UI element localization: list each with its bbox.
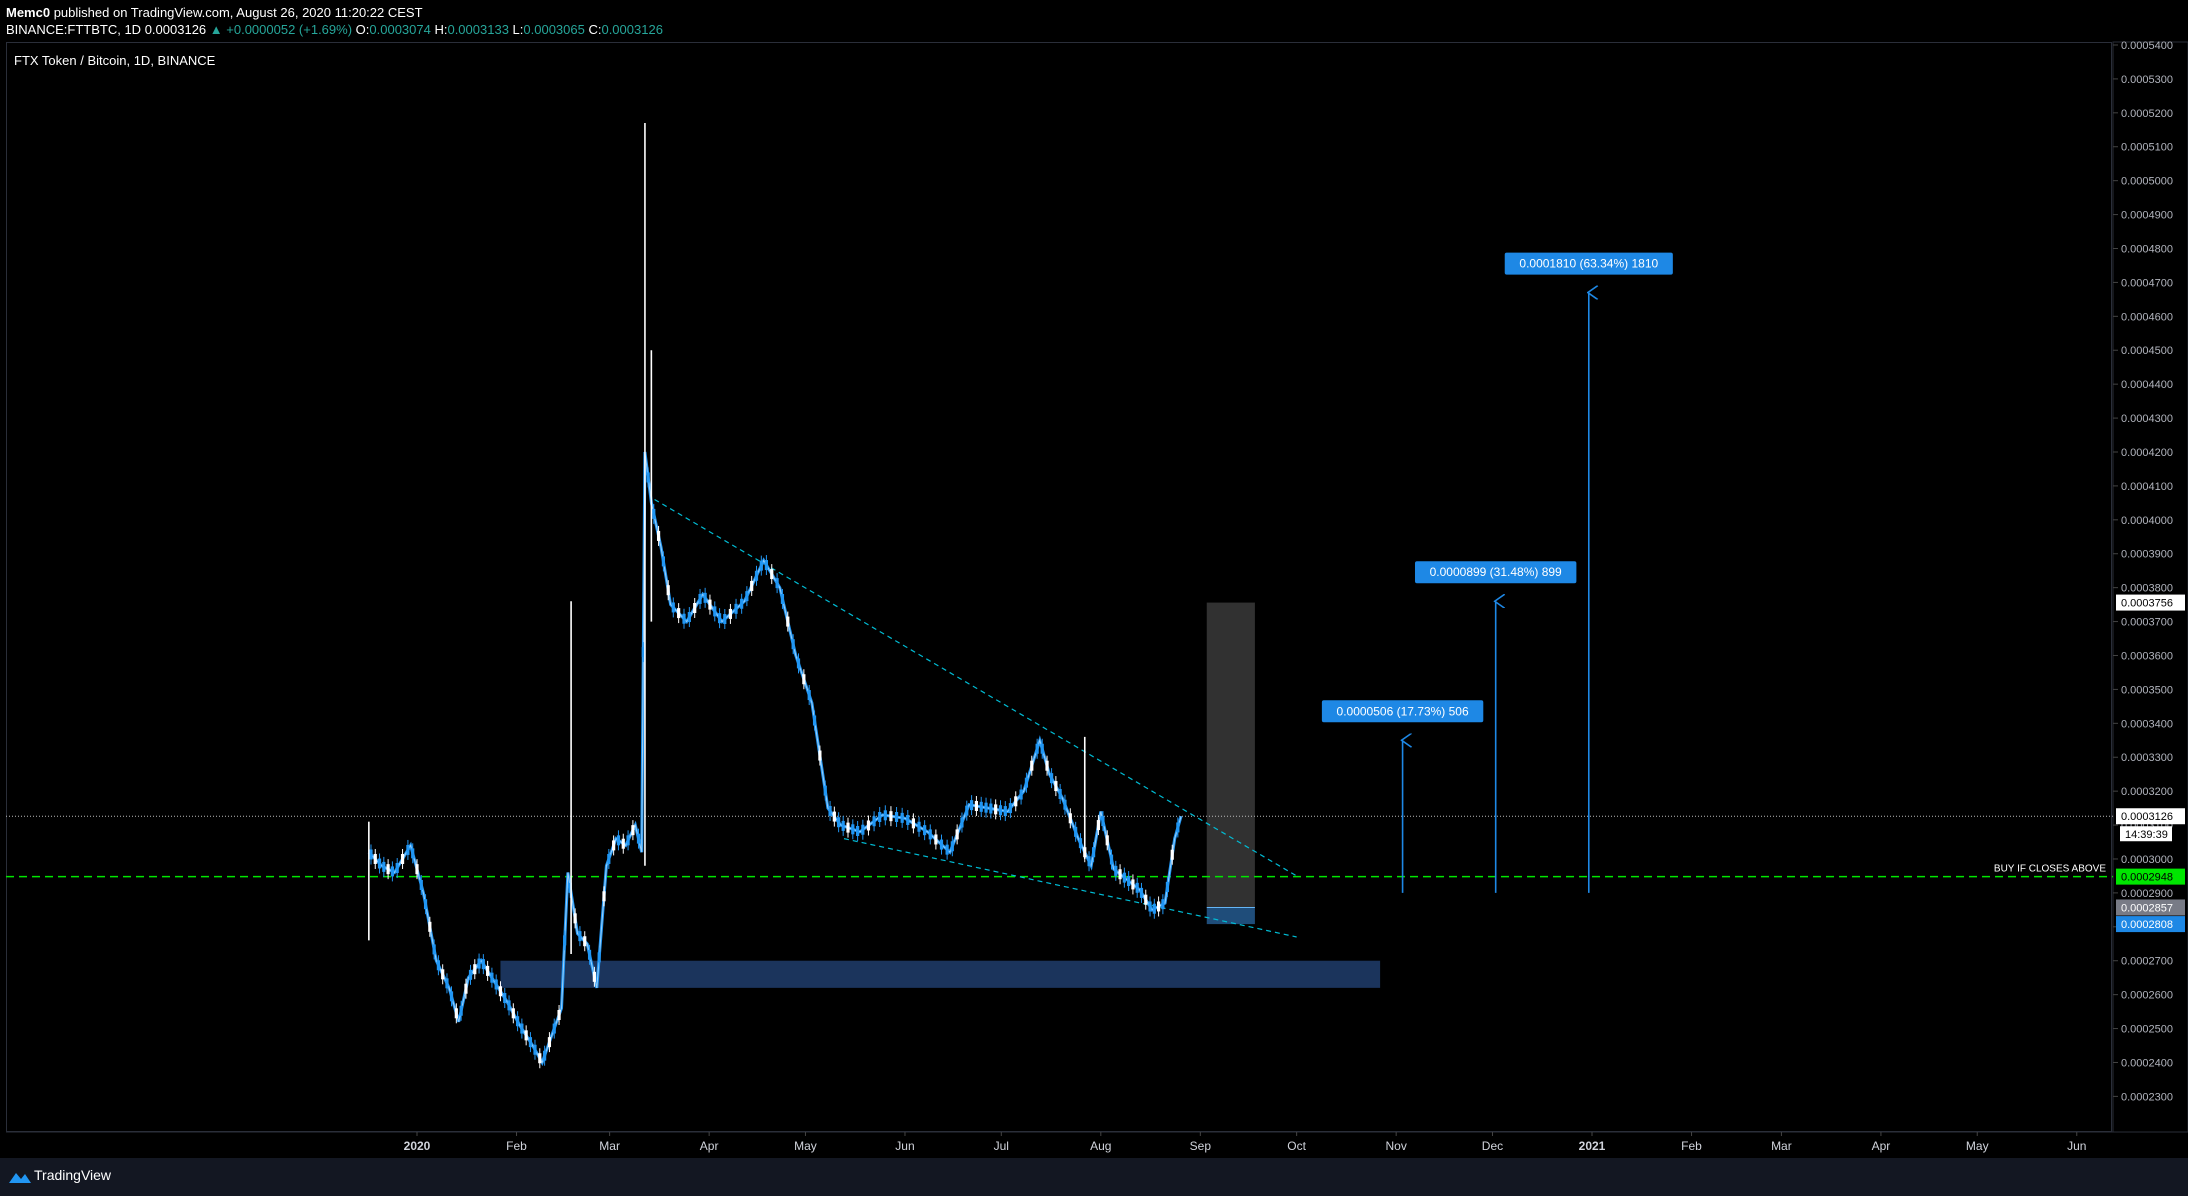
symbol-interval: BINANCE:FTTBTC, 1D bbox=[6, 22, 142, 37]
y-tick-label: 0.0003000 bbox=[2121, 854, 2173, 866]
countdown-label: 14:39:39 bbox=[2125, 829, 2168, 841]
price-axis-tag bbox=[2116, 808, 2185, 825]
x-tick-label: 2020 bbox=[404, 1139, 431, 1153]
last-price: 0.0003126 bbox=[144, 22, 207, 37]
x-tick-label: Oct bbox=[1287, 1139, 1306, 1153]
y-tick-label: 0.0004000 bbox=[2121, 515, 2173, 527]
price-axis-tag-label: 0.0003756 bbox=[2121, 598, 2173, 610]
price-axis-tag-label: 0.0002857 bbox=[2121, 902, 2173, 914]
high-label: H: bbox=[434, 22, 448, 37]
position-target-zone bbox=[1206, 602, 1255, 908]
x-tick-label: Jul bbox=[994, 1139, 1009, 1153]
publish-header bbox=[0, 0, 2188, 40]
x-tick-label: Nov bbox=[1385, 1139, 1406, 1153]
close-value: 0.0003126 bbox=[601, 22, 663, 37]
y-tick-label: 0.0002900 bbox=[2121, 888, 2173, 900]
close-label: C: bbox=[588, 22, 602, 37]
x-tick-label: Mar bbox=[599, 1139, 620, 1153]
demand-zone bbox=[500, 960, 1381, 988]
price-axis-tag bbox=[2116, 899, 2185, 916]
price-axis-tag-label: 0.0002808 bbox=[2121, 919, 2173, 931]
target-label: 0.0001810 (63.34%) 1810 bbox=[1519, 257, 1658, 271]
y-tick-label: 0.0004900 bbox=[2121, 210, 2173, 222]
publish-line: Memc0 published on TradingView.com, Augu… bbox=[6, 5, 423, 20]
y-tick-label: 0.0005300 bbox=[2121, 74, 2173, 86]
x-tick-label: Apr bbox=[1872, 1139, 1891, 1153]
y-tick-label: 0.0005100 bbox=[2121, 142, 2173, 154]
low-label: L: bbox=[512, 22, 524, 37]
x-tick-label: Feb bbox=[1681, 1139, 1702, 1153]
y-tick-label: 0.0004200 bbox=[2121, 447, 2173, 459]
y-tick-label: 0.0002700 bbox=[2121, 956, 2173, 968]
y-tick-label: 0.0004400 bbox=[2121, 379, 2173, 391]
footer-brand[interactable]: TradingView bbox=[34, 1167, 112, 1183]
x-tick-label: Sep bbox=[1190, 1139, 1212, 1153]
x-tick-label: Jun bbox=[2067, 1139, 2086, 1153]
x-tick-label: Apr bbox=[700, 1139, 719, 1153]
tradingview-logo-icon[interactable] bbox=[8, 1169, 32, 1185]
x-tick-label: May bbox=[1966, 1139, 1989, 1153]
target-label-box bbox=[1321, 700, 1484, 723]
x-tick-label: 2021 bbox=[1579, 1139, 1606, 1153]
y-tick-label: 0.0002300 bbox=[2121, 1091, 2173, 1103]
target-label-box bbox=[1414, 561, 1577, 584]
y-tick-label: 0.0004300 bbox=[2121, 413, 2173, 425]
x-tick-label: Feb bbox=[506, 1139, 527, 1153]
y-tick-label: 0.0004100 bbox=[2121, 481, 2173, 493]
author-name[interactable]: Memc0 bbox=[6, 5, 51, 20]
price-change: ▲ +0.0000052 (+1.69%) bbox=[209, 22, 353, 37]
y-tick-label: 0.0004500 bbox=[2121, 345, 2173, 357]
y-tick-label: 0.0002600 bbox=[2121, 990, 2173, 1002]
y-tick-label: 0.0005000 bbox=[2121, 176, 2173, 188]
price-axis-tag-label: 0.0003126 bbox=[2121, 811, 2173, 823]
open-value: 0.0003074 bbox=[369, 22, 431, 37]
x-tick-label: Jun bbox=[895, 1139, 914, 1153]
price-axis-tag-label: 0.0002948 bbox=[2121, 872, 2173, 884]
footer-bar bbox=[0, 1158, 2188, 1196]
upper-trendline bbox=[654, 498, 1297, 877]
target-label: 0.0000506 (17.73%) 506 bbox=[1337, 704, 1469, 718]
x-tick-label: Dec bbox=[1482, 1139, 1503, 1153]
y-tick-label: 0.0003600 bbox=[2121, 650, 2173, 662]
quote-line: BINANCE:FTTBTC, 1D 0.0003126 ▲ +0.000005… bbox=[6, 22, 663, 37]
price-axis-tag bbox=[2116, 868, 2185, 885]
low-value: 0.0003065 bbox=[523, 22, 585, 37]
y-tick-label: 0.0005200 bbox=[2121, 108, 2173, 120]
y-tick-label: 0.0002400 bbox=[2121, 1057, 2173, 1069]
y-tick-label: 0.0003300 bbox=[2121, 752, 2173, 764]
position-stop-zone bbox=[1206, 907, 1255, 925]
target-label: 0.0000899 (31.48%) 899 bbox=[1430, 565, 1562, 579]
y-tick-label: 0.0003400 bbox=[2121, 718, 2173, 730]
open-label: O: bbox=[355, 22, 370, 37]
y-tick-label: 0.0005400 bbox=[2121, 40, 2173, 52]
y-tick-label: 0.0004700 bbox=[2121, 277, 2173, 289]
y-tick-label: 0.0003700 bbox=[2121, 617, 2173, 629]
y-tick-label: 0.0003500 bbox=[2121, 684, 2173, 696]
support-line-label: BUY IF CLOSES ABOVE bbox=[1994, 864, 2106, 875]
y-tick-label: 0.0003900 bbox=[2121, 549, 2173, 561]
price-axis-tag bbox=[2116, 594, 2185, 611]
price-axis-tag bbox=[2116, 916, 2185, 933]
x-tick-label: Aug bbox=[1090, 1139, 1111, 1153]
chart-title: FTX Token / Bitcoin, 1D, BINANCE bbox=[14, 53, 216, 68]
y-tick-label: 0.0003200 bbox=[2121, 786, 2173, 798]
countdown-tag bbox=[2120, 826, 2172, 842]
y-tick-label: 0.0004800 bbox=[2121, 243, 2173, 255]
high-value: 0.0003133 bbox=[447, 22, 509, 37]
y-tick-label: 0.0002500 bbox=[2121, 1024, 2173, 1036]
target-label-box bbox=[1504, 252, 1673, 275]
y-tick-label: 0.0004600 bbox=[2121, 311, 2173, 323]
x-tick-label: May bbox=[794, 1139, 817, 1153]
published-text: published on TradingView.com, August 26,… bbox=[53, 5, 423, 20]
y-tick-label: 0.0003800 bbox=[2121, 583, 2173, 595]
price-axis-panel bbox=[2112, 41, 2188, 1133]
x-tick-label: Mar bbox=[1771, 1139, 1792, 1153]
